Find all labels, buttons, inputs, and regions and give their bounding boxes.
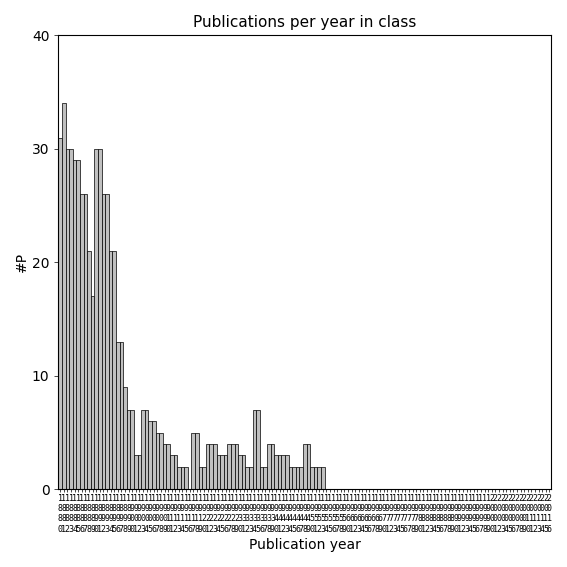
- Bar: [69, 149, 73, 489]
- Bar: [303, 444, 307, 489]
- Bar: [116, 342, 120, 489]
- Bar: [87, 251, 91, 489]
- Bar: [213, 444, 217, 489]
- Bar: [83, 194, 87, 489]
- Bar: [138, 455, 141, 489]
- Bar: [307, 444, 310, 489]
- Bar: [170, 455, 174, 489]
- Bar: [274, 455, 278, 489]
- Bar: [181, 467, 184, 489]
- Bar: [224, 455, 227, 489]
- Bar: [270, 444, 274, 489]
- Bar: [260, 467, 264, 489]
- Bar: [105, 194, 109, 489]
- Bar: [314, 467, 318, 489]
- Bar: [112, 251, 116, 489]
- X-axis label: Publication year: Publication year: [249, 538, 361, 552]
- Bar: [249, 467, 253, 489]
- Bar: [285, 455, 289, 489]
- Bar: [195, 433, 198, 489]
- Bar: [177, 467, 181, 489]
- Bar: [321, 467, 324, 489]
- Bar: [267, 444, 270, 489]
- Bar: [152, 421, 155, 489]
- Bar: [217, 455, 220, 489]
- Bar: [231, 444, 235, 489]
- Bar: [145, 410, 149, 489]
- Bar: [159, 433, 163, 489]
- Bar: [77, 160, 80, 489]
- Bar: [127, 410, 130, 489]
- Bar: [209, 444, 213, 489]
- Y-axis label: #P: #P: [15, 252, 29, 273]
- Bar: [220, 455, 224, 489]
- Bar: [256, 410, 260, 489]
- Bar: [98, 149, 101, 489]
- Bar: [66, 149, 69, 489]
- Bar: [120, 342, 123, 489]
- Bar: [134, 455, 138, 489]
- Bar: [192, 433, 195, 489]
- Bar: [238, 455, 242, 489]
- Bar: [242, 455, 246, 489]
- Bar: [289, 467, 292, 489]
- Bar: [91, 297, 94, 489]
- Bar: [73, 160, 77, 489]
- Bar: [227, 444, 231, 489]
- Bar: [310, 467, 314, 489]
- Bar: [130, 410, 134, 489]
- Bar: [123, 387, 127, 489]
- Bar: [109, 251, 112, 489]
- Bar: [299, 467, 303, 489]
- Bar: [198, 467, 202, 489]
- Bar: [94, 149, 98, 489]
- Bar: [278, 455, 281, 489]
- Bar: [149, 421, 152, 489]
- Bar: [253, 410, 256, 489]
- Bar: [292, 467, 296, 489]
- Bar: [163, 444, 166, 489]
- Title: Publications per year in class: Publications per year in class: [193, 15, 416, 30]
- Bar: [318, 467, 321, 489]
- Bar: [155, 433, 159, 489]
- Bar: [62, 103, 66, 489]
- Bar: [202, 467, 206, 489]
- Bar: [281, 455, 285, 489]
- Bar: [80, 194, 83, 489]
- Bar: [101, 194, 105, 489]
- Bar: [264, 467, 267, 489]
- Bar: [206, 444, 209, 489]
- Bar: [184, 467, 188, 489]
- Bar: [296, 467, 299, 489]
- Bar: [58, 138, 62, 489]
- Bar: [235, 444, 238, 489]
- Bar: [141, 410, 145, 489]
- Bar: [246, 467, 249, 489]
- Bar: [174, 455, 177, 489]
- Bar: [166, 444, 170, 489]
